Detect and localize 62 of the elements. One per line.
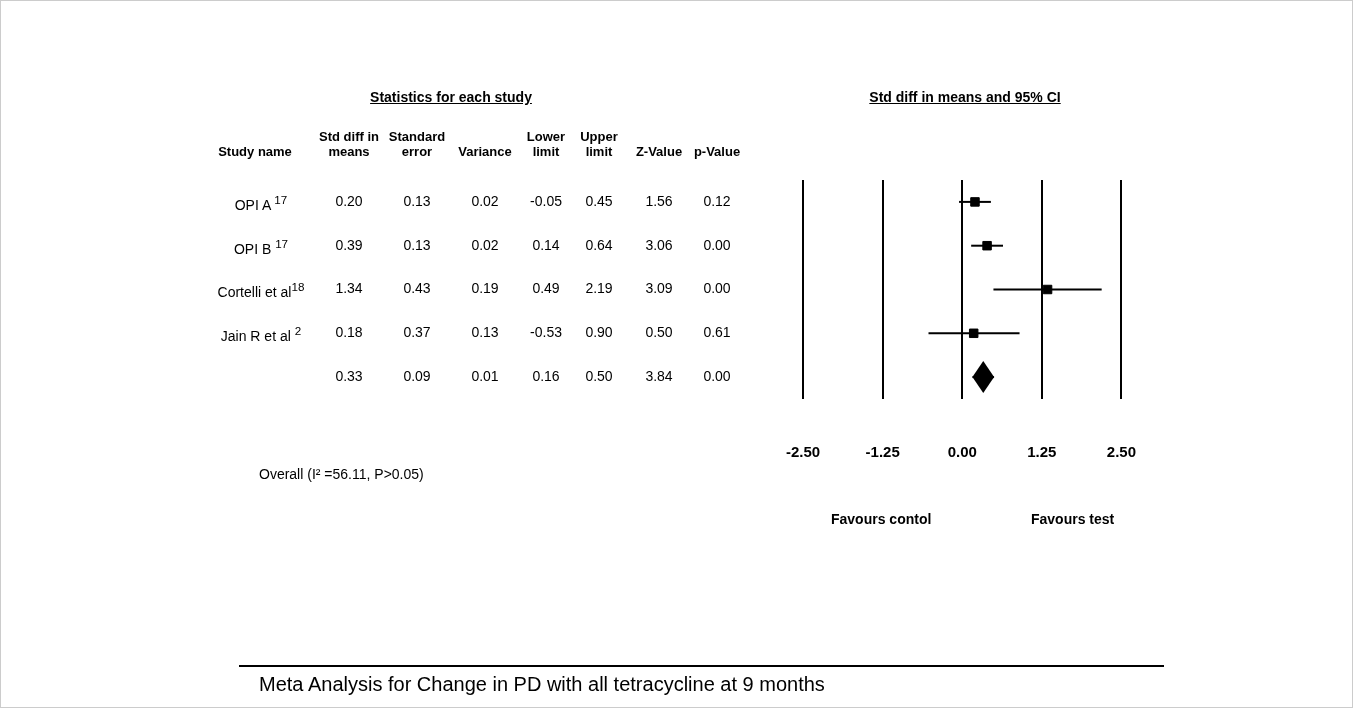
- x-tick-label: 1.25: [1027, 443, 1057, 461]
- data-label: 0.39: [335, 237, 363, 253]
- data-label: 0.12: [703, 193, 731, 209]
- text: Favours contol: [831, 511, 932, 527]
- x-tick-label: Standard error: [387, 129, 447, 159]
- y-tick-label: OPI B $^{17}$: [233, 237, 289, 257]
- x-tick-label: Std diff in means: [318, 129, 380, 159]
- data-label: 0.13: [403, 237, 431, 253]
- data-label: 0.09: [403, 368, 431, 384]
- data-label: 0.43: [403, 280, 431, 296]
- data-label: 0.19: [471, 280, 499, 296]
- data-label: 3.06: [645, 237, 673, 253]
- chart-title: Std diff in means and 95% CI: [869, 89, 1061, 105]
- data-label: 3.09: [645, 280, 673, 296]
- data-label: 0.01: [471, 368, 499, 384]
- data-label: 0.16: [532, 368, 560, 384]
- data-label: 0.45: [585, 193, 613, 209]
- data-label: 0.18: [335, 324, 363, 340]
- data-label: 0.14: [532, 237, 560, 253]
- data-label: 0.00: [703, 237, 731, 253]
- data-label: 2.19: [585, 280, 613, 296]
- data-label: 0.20: [335, 193, 363, 209]
- text: Favours test: [1031, 511, 1115, 527]
- y-tick-label: Cortelli et al$^{18}$: [217, 280, 305, 300]
- data-label: 0.37: [403, 324, 431, 340]
- x-tick-label: -2.50: [785, 443, 821, 461]
- x-tick-label: 2.50: [1106, 443, 1136, 461]
- data-label: 3.84: [645, 368, 673, 384]
- chart-title: Statistics for each study: [370, 89, 532, 105]
- y-axis-title: Study name: [217, 144, 293, 159]
- data-label: 0.64: [585, 237, 613, 253]
- point: [1042, 284, 1053, 295]
- point: [970, 197, 980, 207]
- data-label: -0.05: [530, 193, 562, 209]
- data-label: 0.61: [703, 324, 731, 340]
- data-label: 0.49: [532, 280, 560, 296]
- data-label: 0.00: [703, 280, 731, 296]
- x-tick-label: 0.00: [947, 443, 977, 461]
- data-label: 0.13: [471, 324, 499, 340]
- text: Overall (I² =56.11, P>0.05): [259, 466, 424, 482]
- data-label: 0.33: [335, 368, 363, 384]
- data-label: 0.90: [585, 324, 613, 340]
- text: Meta Analysis for Change in PD with all tetracycline at 9 months: [259, 673, 825, 696]
- x-tick-label: Upper limit: [579, 129, 619, 159]
- data-label: 1.34: [335, 280, 363, 296]
- data-label: 0.13: [403, 193, 431, 209]
- point: [968, 328, 979, 339]
- data-label: 0.50: [585, 368, 613, 384]
- y-tick-label: OPI A $^{17}$: [234, 193, 288, 213]
- point: [982, 240, 992, 251]
- x-tick-label: -1.25: [865, 443, 900, 461]
- data-label: 0.02: [471, 237, 499, 253]
- data-label: 0.02: [471, 193, 499, 209]
- x-tick-label: p-Value: [692, 144, 742, 159]
- x-tick-label: Variance: [457, 144, 513, 159]
- data-label: 0.00: [703, 368, 731, 384]
- data-label: 1.56: [645, 193, 673, 209]
- x-tick-label: Lower limit: [525, 129, 567, 159]
- x-tick-label: Z-Value: [634, 144, 684, 159]
- data-label: -0.53: [530, 324, 562, 340]
- y-tick-label: Jain R et al $^{2}$: [220, 324, 302, 344]
- data-label: 0.50: [645, 324, 673, 340]
